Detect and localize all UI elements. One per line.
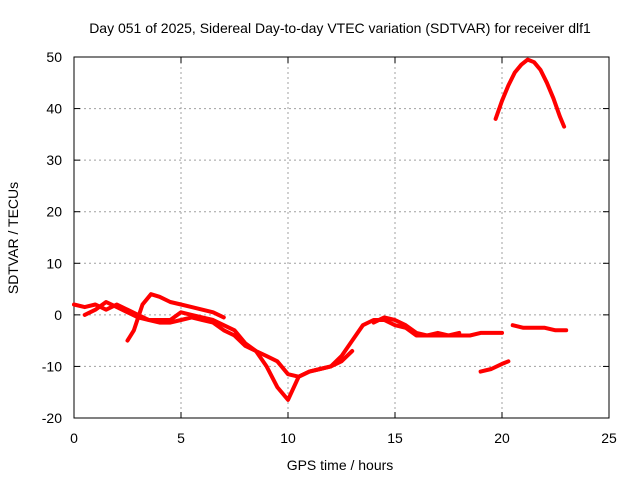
x-tick-label: 25 [601,430,617,446]
grid [74,57,609,418]
x-tick-label: 0 [70,430,78,446]
series-line-track-f [478,359,511,374]
y-axis-label: SDTVAR / TECUs [5,182,21,294]
y-tick-label: 50 [46,49,62,65]
x-tick-label: 5 [177,430,185,446]
y-tick-label: 0 [54,307,62,323]
x-axis-label: GPS time / hours [287,457,394,473]
x-axis: 0 5 10 15 20 25 [70,57,617,446]
y-tick-label: 20 [46,204,62,220]
x-tick-label: 10 [280,430,296,446]
series-group [72,57,569,402]
series-line-track-e [510,323,569,333]
series-line-track-d [371,315,462,338]
x-tick-label: 20 [494,430,510,446]
x-tick-label: 15 [387,430,403,446]
y-axis: -20 -10 0 10 20 30 40 50 [42,49,609,426]
plot-frame [73,56,610,419]
plot-border [73,56,610,419]
y-tick-label: -20 [42,410,62,426]
y-tick-label: 30 [46,152,62,168]
series-line-track-c [125,292,226,343]
chart-title: Day 051 of 2025, Sidereal Day-to-day VTE… [89,20,591,36]
series-line-track-g [493,57,567,129]
y-tick-label: -10 [42,358,62,374]
y-tick-label: 40 [46,101,62,117]
y-tick-label: 10 [46,255,62,271]
series-line-track-b [82,300,355,379]
